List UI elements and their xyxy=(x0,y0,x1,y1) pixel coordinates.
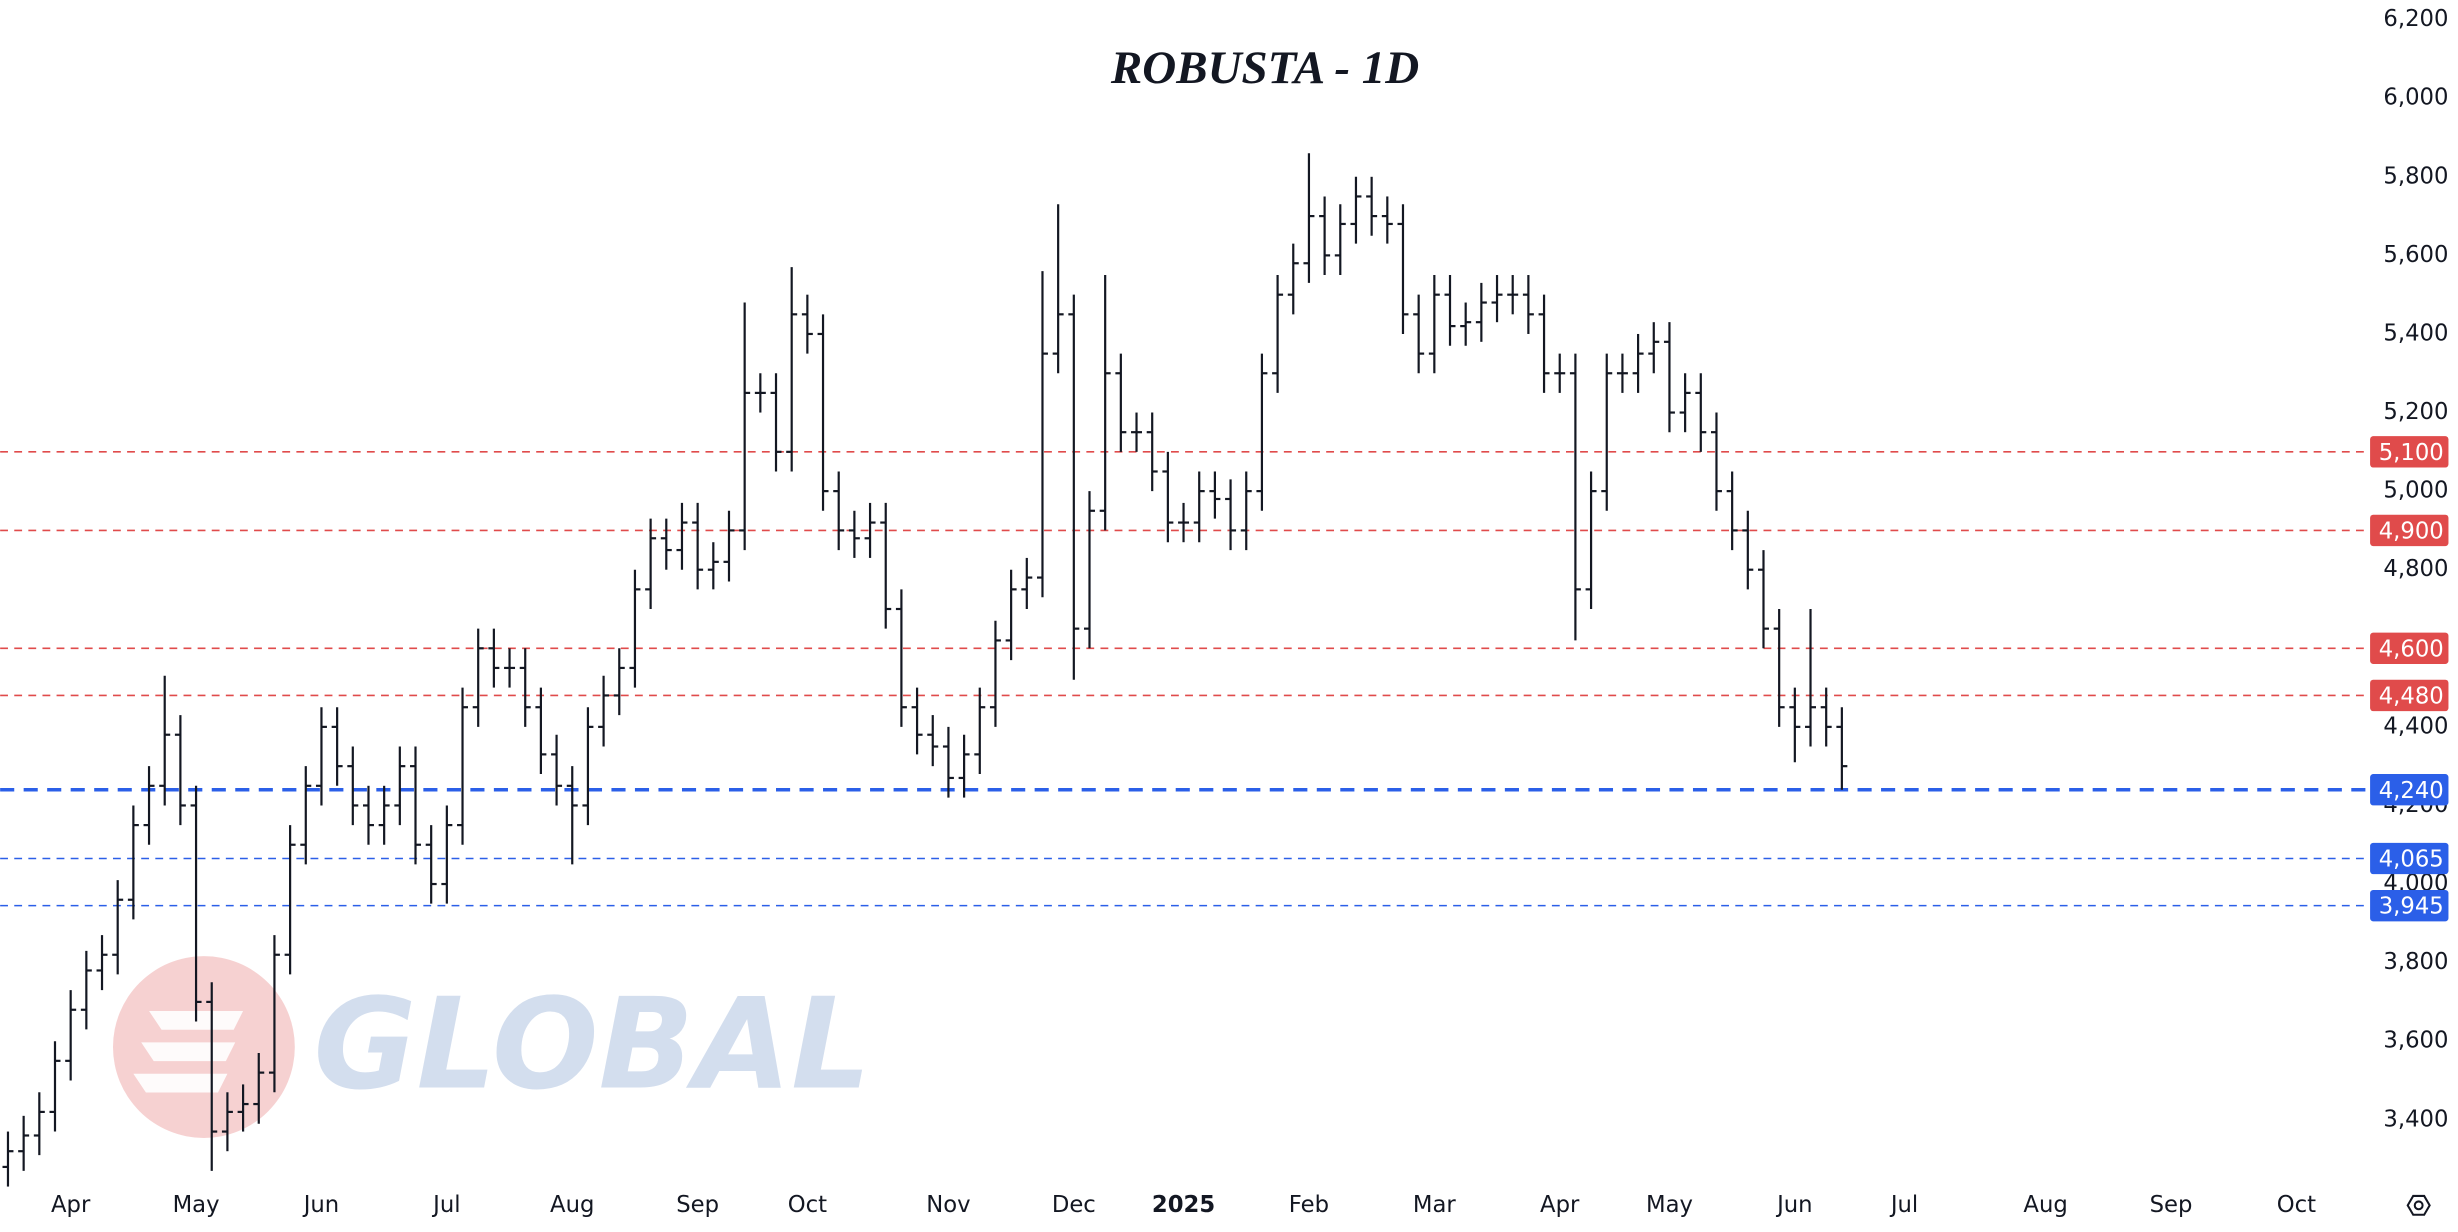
level-label: 4,600 xyxy=(2379,636,2444,662)
x-tick-label: Jun xyxy=(302,1192,340,1218)
x-tick-label: Sep xyxy=(2150,1192,2193,1218)
x-tick-label: Jul xyxy=(431,1192,460,1218)
x-tick-label: Oct xyxy=(788,1192,827,1218)
watermark-text: GLOBAL xyxy=(314,971,871,1117)
level-label-box xyxy=(2370,842,2449,875)
settings-icon[interactable] xyxy=(2406,1194,2431,1216)
level-label-box xyxy=(2370,679,2449,712)
y-tick-label: 5,200 xyxy=(2383,399,2448,425)
settings-dot[interactable] xyxy=(2413,1200,2424,1211)
y-tick-label: 6,200 xyxy=(2383,6,2448,32)
y-tick-label: 5,600 xyxy=(2383,242,2448,268)
x-tick-label: Apr xyxy=(51,1192,91,1218)
x-tick-label: Jun xyxy=(1775,1192,1813,1218)
x-tick-label: Aug xyxy=(2023,1192,2067,1218)
x-tick-label: Nov xyxy=(926,1192,970,1218)
x-tick-label: Oct xyxy=(2277,1192,2316,1218)
y-tick-label: 4,400 xyxy=(2383,713,2448,739)
level-label-box xyxy=(2370,774,2449,806)
level-label: 4,900 xyxy=(2379,518,2444,544)
y-tick-label: 4,800 xyxy=(2383,556,2448,582)
level-label-box xyxy=(2370,436,2449,468)
y-tick-label: 6,000 xyxy=(2383,85,2448,111)
y-tick-label: 3,400 xyxy=(2383,1106,2448,1132)
x-tick-label: May xyxy=(173,1192,220,1218)
level-label-box xyxy=(2370,889,2449,922)
y-tick-label: 5,800 xyxy=(2383,163,2448,189)
y-tick-label: 3,600 xyxy=(2383,1028,2448,1054)
ohlc-bars xyxy=(2,153,1848,1187)
watermark-logo xyxy=(112,956,295,1138)
x-tick-label: Aug xyxy=(550,1192,594,1218)
level-label-box xyxy=(2370,514,2449,547)
logo-mark xyxy=(133,1010,244,1093)
level-label: 3,945 xyxy=(2379,894,2444,920)
level-label: 4,240 xyxy=(2379,778,2444,804)
x-tick-label: Feb xyxy=(1289,1192,1329,1218)
chart-title: ROBUSTA - 1D xyxy=(1110,42,1419,94)
x-tick-label: Sep xyxy=(676,1192,719,1218)
y-tick-label: 5,400 xyxy=(2383,320,2448,346)
y-tick-label: 5,000 xyxy=(2383,478,2448,504)
level-label-box xyxy=(2370,632,2449,664)
x-tick-label: Jul xyxy=(1889,1192,1918,1218)
level-label: 5,100 xyxy=(2379,440,2444,466)
level-label: 4,480 xyxy=(2379,684,2444,710)
settings-hexagon[interactable] xyxy=(2406,1194,2431,1216)
x-tick-label: Mar xyxy=(1413,1192,1457,1218)
x-tick-label: Apr xyxy=(1540,1192,1580,1218)
x-tick-label: May xyxy=(1646,1192,1693,1218)
x-tick-label: Dec xyxy=(1052,1192,1096,1218)
y-tick-label: 3,800 xyxy=(2383,949,2448,975)
level-label: 4,065 xyxy=(2379,847,2444,873)
x-tick-label: 2025 xyxy=(1152,1192,1215,1218)
